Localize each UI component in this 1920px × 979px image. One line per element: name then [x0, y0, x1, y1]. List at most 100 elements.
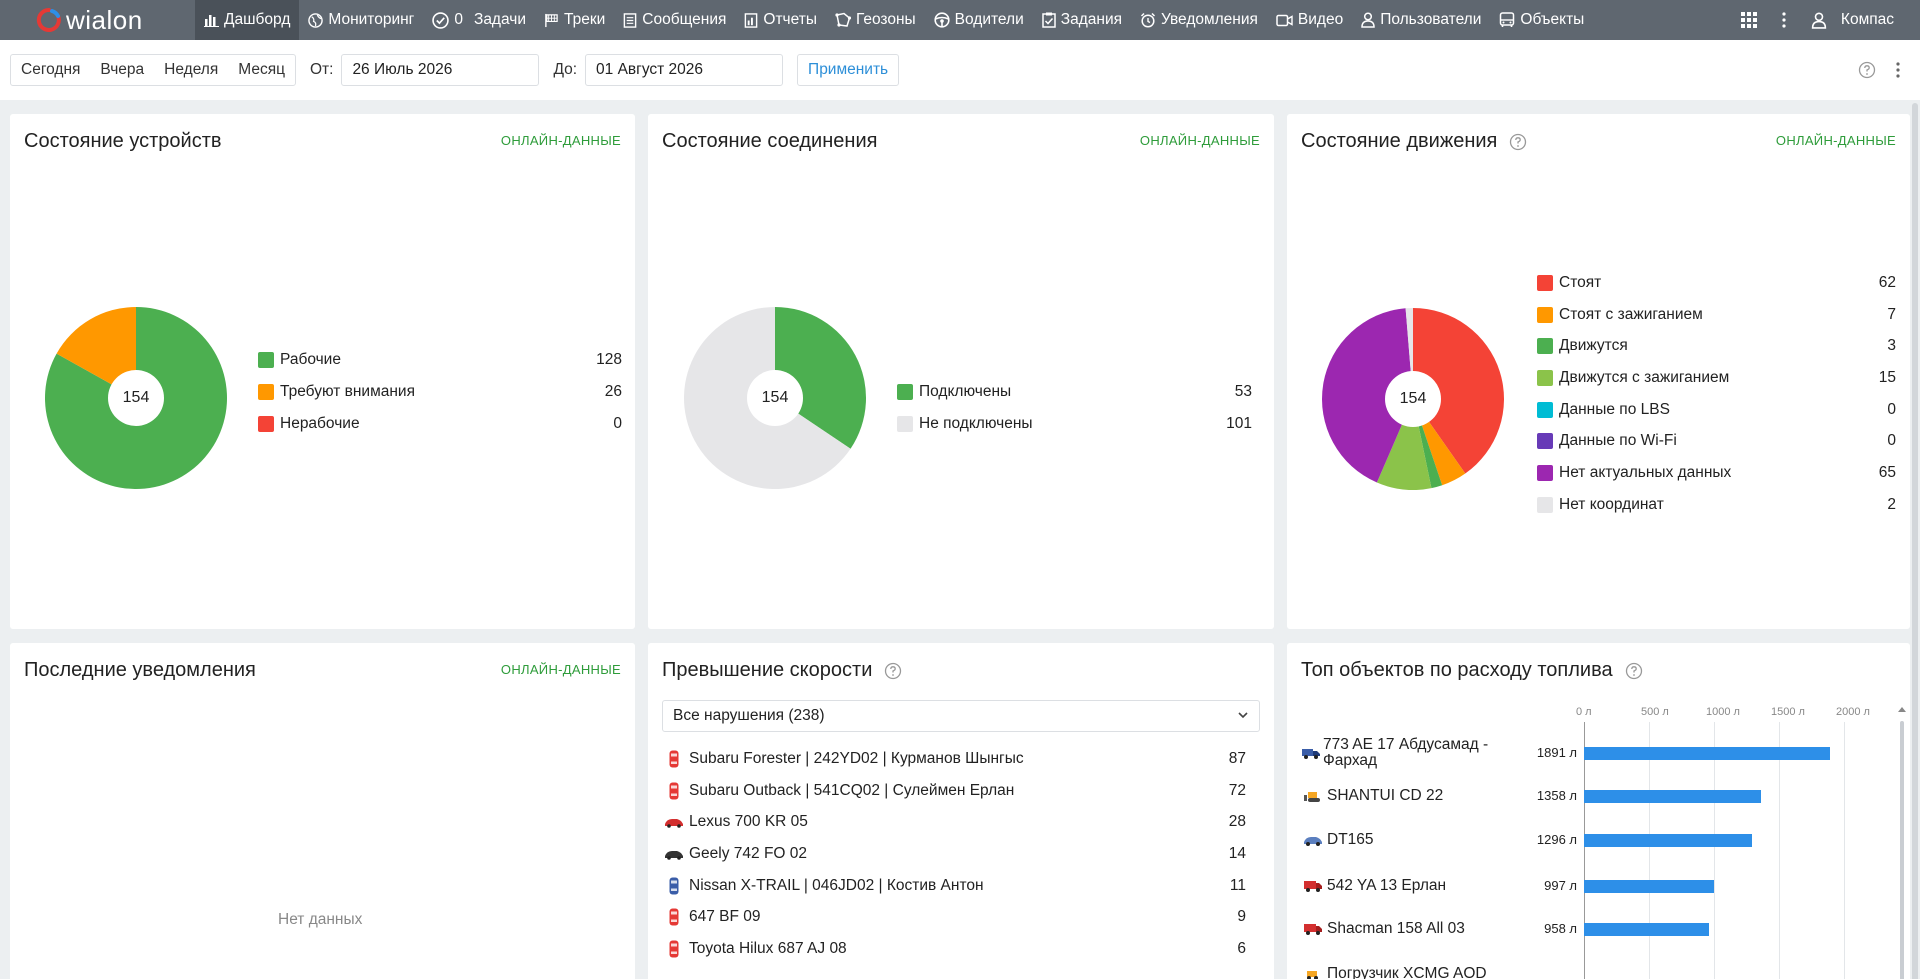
list-item[interactable]: Lexus 700 KR 05 28: [664, 806, 1246, 838]
steering-wheel-icon: [934, 12, 950, 28]
list-item[interactable]: Geely 742 FO 02 14: [664, 838, 1246, 870]
apply-button[interactable]: Применить: [797, 54, 900, 86]
legend-value: 0: [1887, 432, 1896, 450]
nav-tasks-label: Задачи: [473, 11, 526, 28]
nav-tasks[interactable]: 0 Задачи: [423, 0, 535, 40]
online-data-tag[interactable]: ОНЛАЙН-ДАННЫЕ: [500, 133, 621, 148]
red-car-icon: [669, 940, 679, 958]
pie-total: 154: [1385, 371, 1441, 427]
online-data-tag[interactable]: ОНЛАЙН-ДАННЫЕ: [500, 662, 621, 677]
list-item[interactable]: Toyota Hilux 687 AJ 08 6: [664, 933, 1246, 965]
bus-icon: [1500, 12, 1515, 27]
pie-slice[interactable]: [1413, 308, 1504, 474]
legend-swatch: [897, 416, 913, 432]
period-week-button[interactable]: Неделя: [164, 61, 219, 78]
legend-item[interactable]: Данные по Wi-Fi 0: [1537, 425, 1896, 457]
pie-slice[interactable]: [1376, 399, 1432, 490]
nav-geofences[interactable]: Геозоны: [826, 0, 925, 40]
legend-item[interactable]: Движутся с зажиганием 15: [1537, 362, 1896, 394]
wialon-logo[interactable]: wialon: [0, 0, 195, 40]
chevron-down-icon: [1237, 701, 1249, 742]
nav-reports[interactable]: Отчеты: [735, 0, 826, 40]
legend-item[interactable]: Стоят с зажиганием 7: [1537, 299, 1896, 331]
fuel-scrollbar[interactable]: [1900, 721, 1904, 979]
user-profile-button[interactable]: Компас: [1801, 0, 1904, 40]
video-icon: [1276, 14, 1293, 26]
gridline: [1584, 722, 1585, 979]
legend-item[interactable]: Требуют внимания 26: [258, 376, 622, 408]
legend-swatch: [1537, 401, 1553, 418]
to-date-input[interactable]: 01 Август 2026: [585, 54, 784, 86]
from-date-input[interactable]: 26 Июль 2026: [341, 54, 540, 86]
axis-tick-label: 0 л: [1576, 706, 1592, 718]
legend-item[interactable]: Не подключены 101: [897, 408, 1252, 440]
nav-dashboard[interactable]: Дашборд: [195, 0, 300, 40]
help-icon[interactable]: [884, 662, 902, 680]
legend-item[interactable]: Подключены 53: [897, 376, 1252, 408]
legend-item[interactable]: Стоят 62: [1537, 267, 1896, 299]
device-state-pie: 154: [45, 307, 227, 489]
legend-item[interactable]: Рабочие 128: [258, 344, 622, 376]
nav-video[interactable]: Видео: [1267, 0, 1352, 40]
apps-grid-button[interactable]: [1731, 0, 1772, 40]
nav-users[interactable]: Пользователи: [1352, 0, 1490, 40]
fuel-bar[interactable]: [1584, 834, 1753, 847]
table-row[interactable]: 542 YA 13 Ерлан: [1301, 866, 1501, 906]
legend-item[interactable]: Нет координат 2: [1537, 489, 1896, 521]
fuel-bar[interactable]: [1584, 747, 1830, 760]
list-item[interactable]: Nissan X-TRAIL | 046JD02 | Костив Антон 1…: [664, 870, 1246, 902]
legend-label: Подключены: [919, 383, 1012, 400]
pie-slice[interactable]: [1322, 308, 1413, 483]
period-month-button[interactable]: Месяц: [238, 61, 285, 78]
table-row[interactable]: 773 AE 17 Абдусамад - Фархад: [1301, 733, 1501, 773]
nav-monitoring[interactable]: Мониторинг: [299, 0, 423, 40]
list-item[interactable]: 647 BF 09 9: [664, 901, 1246, 933]
legend-item[interactable]: Нет актуальных данных 65: [1537, 457, 1896, 489]
nav-messages[interactable]: Сообщения: [614, 0, 735, 40]
kebab-menu-icon[interactable]: [1896, 62, 1900, 78]
period-selector: Сегодня Вчера Неделя Месяц: [10, 54, 296, 86]
help-icon[interactable]: [1509, 133, 1527, 151]
fuel-bar[interactable]: [1584, 923, 1709, 936]
help-icon[interactable]: [1858, 61, 1876, 79]
globe-icon: [308, 12, 324, 28]
legend-label: Рабочие: [280, 351, 341, 368]
legend-swatch: [1537, 496, 1553, 513]
legend-value: 0: [1887, 400, 1896, 418]
legend-item[interactable]: Нерабочие 0: [258, 408, 622, 440]
user-icon: [1811, 11, 1827, 29]
list-item[interactable]: Subaru Outback | 541CQ02 | Сулеймен Ерла…: [664, 775, 1246, 807]
help-icon[interactable]: [1625, 662, 1643, 680]
more-menu-button[interactable]: [1772, 0, 1801, 40]
violations-select[interactable]: Все нарушения (238): [662, 700, 1260, 732]
legend-item[interactable]: Данные по LBS 0: [1537, 394, 1896, 426]
online-data-tag[interactable]: ОНЛАЙН-ДАННЫЕ: [1139, 133, 1260, 148]
nav-notifications[interactable]: Уведомления: [1131, 0, 1267, 40]
nav-jobs-label: Задания: [1060, 11, 1122, 28]
online-data-tag[interactable]: ОНЛАЙН-ДАННЫЕ: [1775, 133, 1896, 148]
nav-drivers[interactable]: Водители: [925, 0, 1033, 40]
page-scrollbar[interactable]: [1912, 103, 1918, 979]
table-row[interactable]: Погрузчик XCMG AOD: [1301, 954, 1501, 979]
table-row[interactable]: DT165: [1301, 820, 1501, 860]
fuel-bar[interactable]: [1584, 790, 1761, 803]
pie-slice[interactable]: [56, 307, 136, 398]
legend-label: Нет актуальных данных: [1559, 463, 1732, 481]
fuel-bar[interactable]: [1584, 880, 1714, 893]
scroll-up-icon[interactable]: [1897, 705, 1907, 713]
nav-tracks[interactable]: Треки: [535, 0, 614, 40]
pie-slice[interactable]: [775, 307, 866, 449]
table-row[interactable]: Shacman 158 All 03: [1301, 909, 1501, 949]
nav-units[interactable]: Объекты: [1490, 0, 1593, 40]
table-row[interactable]: SHANTUI CD 22: [1301, 776, 1501, 816]
period-today-button[interactable]: Сегодня: [21, 61, 81, 78]
connection-state-legend: Подключены 53 Не подключены 101: [897, 376, 1252, 440]
period-yesterday-button[interactable]: Вчера: [100, 61, 145, 78]
legend-item[interactable]: Движутся 3: [1537, 330, 1896, 362]
nav-jobs[interactable]: Задания: [1033, 0, 1131, 40]
to-label: До:: [553, 61, 578, 78]
nav-monitoring-label: Мониторинг: [328, 11, 415, 28]
unit-name: DT165: [1327, 831, 1374, 848]
legend-label: Требуют внимания: [280, 383, 415, 400]
list-item[interactable]: Subaru Forester | 242YD02 | Курманов Шын…: [664, 743, 1246, 775]
